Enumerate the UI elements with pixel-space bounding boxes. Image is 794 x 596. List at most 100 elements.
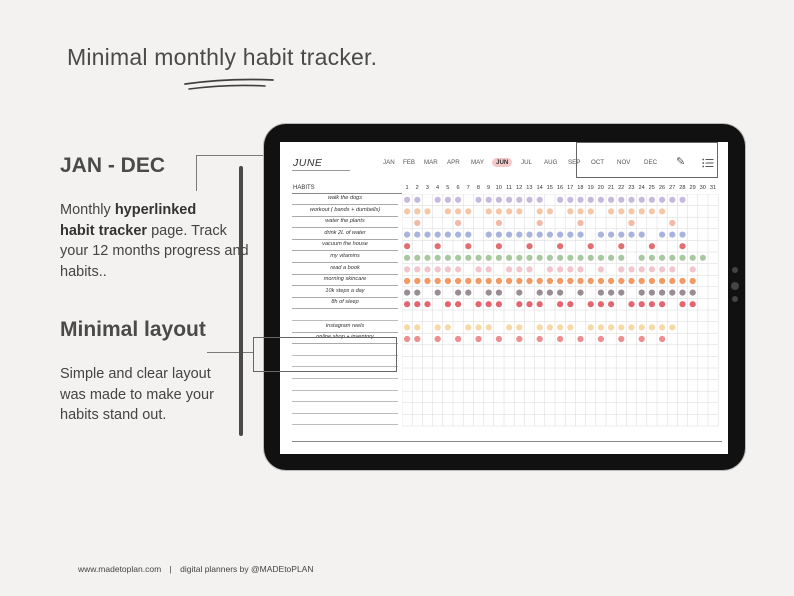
habit-dot[interactable] bbox=[546, 277, 553, 285]
habit-dot[interactable] bbox=[618, 289, 625, 296]
habit-dot[interactable] bbox=[526, 266, 533, 273]
habit-dot[interactable] bbox=[659, 335, 666, 343]
habit-dot[interactable] bbox=[485, 277, 492, 285]
habit-dot[interactable] bbox=[618, 324, 625, 331]
habit-dot[interactable] bbox=[648, 301, 655, 308]
habit-dot[interactable] bbox=[404, 289, 411, 296]
habit-dot[interactable] bbox=[679, 231, 686, 238]
habit-dot[interactable] bbox=[536, 208, 543, 215]
habit-dot[interactable] bbox=[485, 208, 492, 215]
habit-dot[interactable] bbox=[577, 289, 584, 296]
habit-dot[interactable] bbox=[577, 219, 584, 227]
habit-dot[interactable] bbox=[648, 277, 655, 285]
habit-dot[interactable] bbox=[516, 335, 523, 343]
habit-dot[interactable] bbox=[516, 254, 523, 261]
habit-dot[interactable] bbox=[424, 266, 431, 273]
habit-dot[interactable] bbox=[546, 289, 553, 296]
habit-label[interactable]: walk the dogs bbox=[292, 194, 398, 205]
habit-dot[interactable] bbox=[444, 231, 451, 238]
habit-dot[interactable] bbox=[455, 208, 462, 215]
habit-dot[interactable] bbox=[404, 243, 411, 250]
habit-blank-line[interactable] bbox=[292, 345, 398, 356]
habit-dot[interactable] bbox=[516, 289, 523, 296]
habit-dot[interactable] bbox=[628, 266, 635, 273]
habit-dot[interactable] bbox=[669, 254, 676, 261]
habit-dot[interactable] bbox=[608, 196, 615, 203]
habit-dot[interactable] bbox=[424, 231, 431, 238]
habit-dot[interactable] bbox=[638, 231, 645, 238]
habit-blank-line[interactable] bbox=[292, 356, 398, 368]
habit-dot[interactable] bbox=[587, 208, 594, 215]
habit-dot[interactable] bbox=[444, 324, 451, 331]
habit-dot[interactable] bbox=[475, 301, 482, 308]
habit-dot[interactable] bbox=[608, 277, 615, 285]
habit-dot[interactable] bbox=[485, 231, 492, 238]
habit-dot[interactable] bbox=[444, 301, 451, 308]
habit-dot[interactable] bbox=[536, 277, 543, 285]
habit-dot[interactable] bbox=[618, 335, 625, 343]
habit-dot[interactable] bbox=[414, 231, 421, 238]
habit-dot[interactable] bbox=[638, 196, 645, 203]
habit-dot[interactable] bbox=[516, 266, 523, 273]
habit-dot[interactable] bbox=[434, 266, 441, 273]
habit-dot[interactable] bbox=[567, 266, 574, 273]
habit-dot[interactable] bbox=[597, 266, 604, 273]
habit-dot[interactable] bbox=[465, 208, 472, 215]
habit-dot[interactable] bbox=[536, 289, 543, 296]
habit-dot[interactable] bbox=[485, 254, 492, 261]
habit-dot[interactable] bbox=[659, 277, 666, 285]
habit-dot[interactable] bbox=[444, 196, 451, 203]
habit-dot[interactable] bbox=[475, 324, 482, 331]
habit-dot[interactable] bbox=[669, 196, 676, 203]
habit-dot[interactable] bbox=[557, 277, 564, 285]
habit-dot[interactable] bbox=[475, 196, 482, 203]
habit-dot[interactable] bbox=[618, 243, 625, 250]
list-icon[interactable] bbox=[702, 158, 714, 168]
habit-dot[interactable] bbox=[679, 196, 686, 203]
habit-dot[interactable] bbox=[577, 254, 584, 261]
habit-dot[interactable] bbox=[689, 254, 696, 261]
habit-dot[interactable] bbox=[577, 266, 584, 273]
habit-dot[interactable] bbox=[669, 324, 676, 331]
habit-label[interactable]: vacuum the house bbox=[292, 240, 398, 252]
habit-dot[interactable] bbox=[434, 254, 441, 261]
habit-dot[interactable] bbox=[536, 324, 543, 331]
habit-dot[interactable] bbox=[414, 277, 421, 285]
habit-dot[interactable] bbox=[404, 335, 411, 343]
habit-dot[interactable] bbox=[536, 219, 543, 227]
habit-dot[interactable] bbox=[638, 301, 645, 308]
habit-dot[interactable] bbox=[455, 254, 462, 261]
habit-dot[interactable] bbox=[424, 301, 431, 308]
month-link-jan[interactable]: JAN bbox=[383, 159, 395, 166]
habit-dot[interactable] bbox=[638, 324, 645, 331]
habit-dot[interactable] bbox=[506, 231, 513, 238]
habit-dot[interactable] bbox=[557, 266, 564, 273]
habit-dot[interactable] bbox=[485, 301, 492, 308]
month-link-jun[interactable]: JUN bbox=[492, 158, 513, 167]
month-link-mar[interactable]: MAR bbox=[424, 159, 438, 166]
habit-dot[interactable] bbox=[659, 196, 666, 203]
habit-label[interactable]: morning skincare bbox=[292, 275, 398, 287]
habit-dot[interactable] bbox=[597, 231, 604, 238]
habit-dot[interactable] bbox=[669, 219, 676, 227]
month-link-feb[interactable]: FEB bbox=[403, 159, 416, 166]
habit-dot[interactable] bbox=[679, 243, 686, 250]
habit-dot[interactable] bbox=[526, 243, 533, 250]
habit-dot[interactable] bbox=[557, 301, 564, 308]
habit-dot[interactable] bbox=[628, 219, 635, 227]
habit-dot[interactable] bbox=[495, 208, 502, 215]
habit-dot[interactable] bbox=[557, 335, 564, 343]
habit-dot[interactable] bbox=[495, 335, 502, 343]
habit-dot[interactable] bbox=[577, 231, 584, 238]
habit-dot[interactable] bbox=[618, 277, 625, 285]
habit-dot[interactable] bbox=[597, 277, 604, 285]
habit-dot[interactable] bbox=[597, 196, 604, 203]
habit-label[interactable]: read a book bbox=[292, 264, 398, 275]
habit-dot[interactable] bbox=[495, 289, 502, 296]
habit-dot[interactable] bbox=[628, 231, 635, 238]
habit-dot[interactable] bbox=[659, 231, 666, 238]
habit-dot[interactable] bbox=[608, 324, 615, 331]
habit-dot[interactable] bbox=[659, 301, 666, 308]
habit-dot[interactable] bbox=[679, 301, 686, 308]
habit-dot[interactable] bbox=[587, 301, 594, 308]
